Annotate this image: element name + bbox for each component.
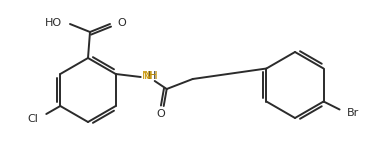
Text: HO: HO: [45, 18, 62, 28]
Text: H: H: [148, 71, 156, 81]
Text: O: O: [156, 109, 165, 119]
Text: Cl: Cl: [28, 114, 38, 124]
Text: NH: NH: [142, 71, 158, 81]
Text: Br: Br: [347, 109, 359, 119]
Text: N: N: [144, 71, 152, 81]
Text: O: O: [117, 18, 126, 28]
